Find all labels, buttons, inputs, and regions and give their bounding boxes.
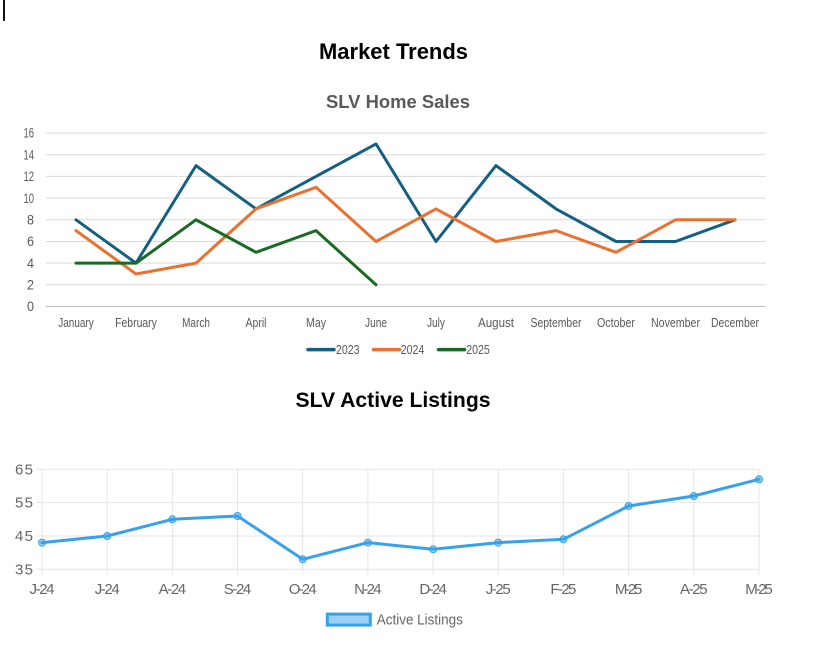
svg-text:J-24: J-24 — [95, 581, 120, 598]
svg-text:December: December — [711, 315, 760, 330]
svg-text:SLV Active Listings: SLV Active Listings — [296, 389, 491, 412]
svg-text:O-24: O-24 — [289, 581, 317, 598]
svg-text:8: 8 — [27, 213, 34, 228]
svg-text:0: 0 — [27, 299, 34, 314]
svg-text:45: 45 — [15, 528, 33, 545]
svg-text:May: May — [306, 315, 326, 330]
svg-text:J-24: J-24 — [30, 581, 55, 598]
svg-text:J-25: J-25 — [486, 581, 511, 598]
svg-text:S-24: S-24 — [224, 581, 252, 598]
svg-text:February: February — [115, 315, 157, 330]
svg-text:35: 35 — [15, 561, 33, 578]
svg-text:SLV Home Sales: SLV Home Sales — [326, 92, 470, 112]
svg-text:10: 10 — [24, 191, 35, 206]
svg-text:N-24: N-24 — [354, 581, 382, 598]
svg-text:March: March — [182, 315, 210, 330]
svg-text:55: 55 — [15, 495, 33, 512]
svg-text:2: 2 — [27, 278, 34, 293]
svg-text:October: October — [597, 315, 636, 330]
svg-text:12: 12 — [24, 169, 35, 184]
svg-text:A-24: A-24 — [159, 581, 187, 598]
svg-text:July: July — [427, 315, 445, 330]
svg-text:M-25: M-25 — [615, 581, 643, 598]
svg-text:April: April — [246, 315, 267, 330]
svg-text:65: 65 — [15, 461, 33, 478]
svg-text:16: 16 — [24, 126, 35, 141]
svg-text:2024: 2024 — [401, 342, 425, 357]
svg-text:November: November — [651, 315, 701, 330]
svg-text:F-25: F-25 — [550, 581, 576, 598]
svg-text:2025: 2025 — [466, 342, 490, 357]
svg-text:D-24: D-24 — [419, 581, 447, 598]
svg-text:4: 4 — [27, 256, 34, 271]
svg-text:A-25: A-25 — [680, 581, 708, 598]
svg-text:2023: 2023 — [336, 342, 360, 357]
svg-text:June: June — [365, 315, 387, 330]
svg-text:August: August — [478, 315, 514, 330]
svg-text:January: January — [58, 315, 94, 330]
svg-text:Market Trends: Market Trends — [319, 39, 468, 64]
svg-text:14: 14 — [24, 147, 35, 162]
svg-text:M-25: M-25 — [745, 581, 773, 598]
svg-text:September: September — [531, 315, 583, 330]
svg-text:6: 6 — [27, 234, 34, 249]
svg-text:Active Listings: Active Listings — [377, 612, 463, 629]
